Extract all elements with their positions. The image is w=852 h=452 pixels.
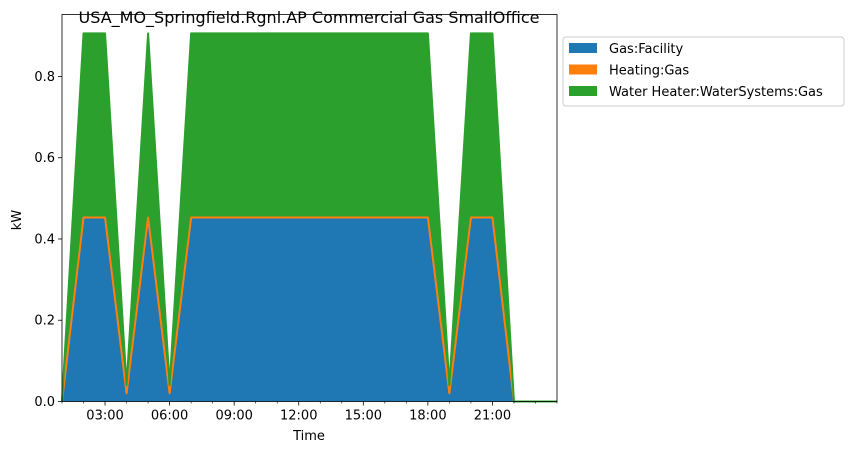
y-tick-label: 0.8: [34, 70, 55, 85]
y-tick-label: 0.0: [34, 395, 55, 410]
legend-label: Heating:Gas: [609, 64, 689, 79]
line-water-heater-watersystems-gas: [61, 32, 557, 403]
x-tick-label: 18:00: [409, 409, 446, 424]
chart-title: USA_MO_Springfield.Rgnl.AP Commercial Ga…: [79, 8, 540, 28]
y-axis-label: kW: [10, 210, 25, 231]
x-axis-label: Time: [292, 429, 325, 444]
legend-swatch: [569, 64, 597, 75]
plot-frame: [61, 14, 558, 402]
x-tick-label: 03:00: [86, 409, 123, 424]
y-axis-ticks: 0.0 0.2 0.4 0.6 0.8: [34, 70, 62, 410]
legend-frame: [562, 36, 845, 107]
line-heating-gas: [61, 216, 557, 403]
plot-areas: [61, 32, 557, 403]
y-tick-label: 0.4: [34, 232, 55, 247]
legend-label: Water Heater:WaterSystems:Gas: [609, 85, 823, 100]
x-axis-ticks: 03:00 06:00 09:00 12:00 15:00 18:00 21:00: [61, 401, 558, 424]
legend: Gas:Facility Heating:Gas Water Heater:Wate…: [562, 36, 845, 107]
x-tick-label: 15:00: [345, 409, 382, 424]
y-tick-label: 0.6: [34, 151, 55, 166]
y-tick-label: 0.2: [34, 314, 55, 329]
legend-label: Gas:Facility: [609, 42, 684, 57]
x-tick-label: 21:00: [474, 409, 511, 424]
x-tick-label: 06:00: [151, 409, 188, 424]
legend-swatch: [569, 43, 597, 53]
legend-swatch: [569, 86, 597, 96]
x-tick-label: 09:00: [215, 409, 252, 424]
x-tick-label: 12:00: [280, 409, 317, 424]
